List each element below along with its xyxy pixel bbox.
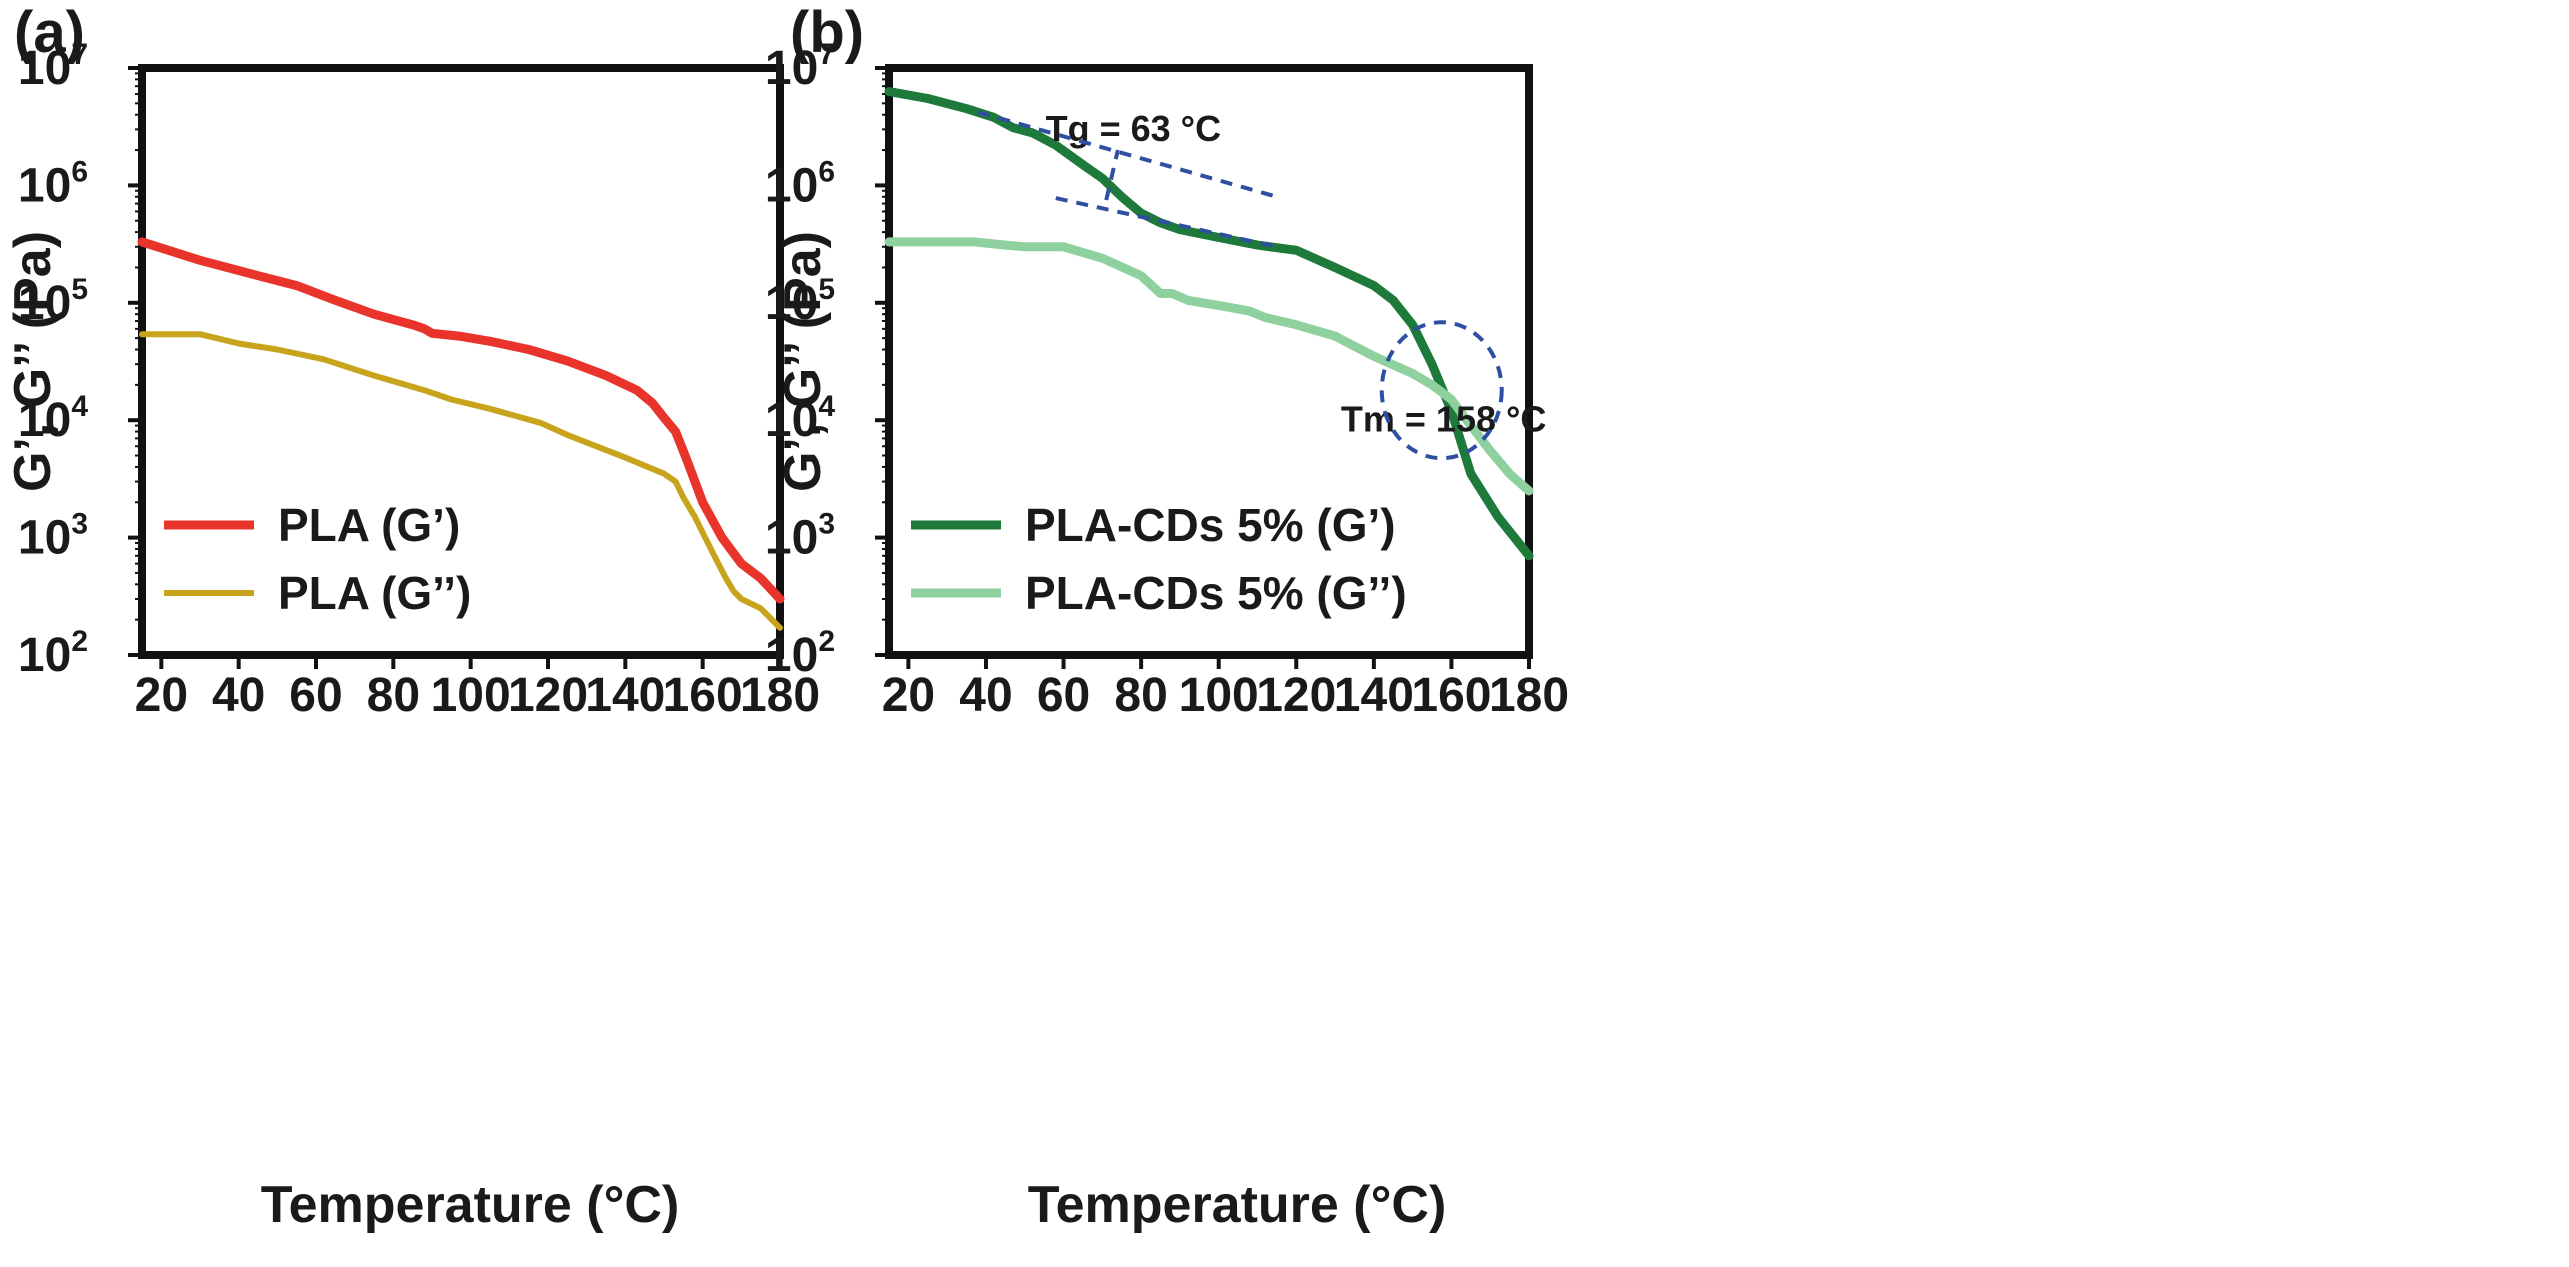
x-tick-label: 60	[1037, 669, 1090, 722]
series-line-2	[884, 237, 1534, 496]
y-tick-base: 10	[18, 512, 71, 565]
y-tick-label: 105	[765, 273, 835, 330]
y-tick-label: 103	[18, 508, 88, 565]
y-tick-base: 10	[18, 394, 71, 447]
y-tick-base: 10	[765, 159, 818, 212]
y-tick-exponent: 3	[818, 508, 835, 541]
annotation-label: Tm = 158 °C	[1341, 399, 1547, 440]
panel-label: (b)	[790, 0, 864, 65]
x-tick-label: 140	[1334, 669, 1414, 722]
y-tick-label: 105	[18, 273, 88, 330]
tangent-line	[977, 110, 1278, 199]
x-tick-label: 100	[1179, 669, 1259, 722]
y-tick-exponent: 6	[818, 155, 835, 188]
chart-panel-a: (a)20 40 60 80 10012014016018010210310410510…	[4, 0, 820, 1234]
y-tick-label: 102	[18, 625, 88, 682]
series-line-1	[137, 237, 785, 604]
x-tick-label: 60	[289, 669, 342, 722]
y-tick-base: 10	[18, 629, 71, 682]
y-tick-exponent: 5	[818, 273, 835, 306]
x-tick-label: 160	[663, 669, 743, 722]
y-tick-label: 106	[18, 155, 88, 212]
y-tick-exponent: 2	[818, 625, 835, 658]
y-tick-exponent: 3	[71, 508, 88, 541]
y-tick-exponent: 2	[71, 625, 88, 658]
tangent-line	[1104, 149, 1120, 201]
x-tick-label: 120	[1256, 669, 1336, 722]
crossover-circle	[1379, 320, 1504, 461]
legend-label: PLA (G’’)	[278, 567, 471, 619]
y-tick-exponent: 6	[71, 155, 88, 188]
x-tick-label: 20	[135, 669, 188, 722]
legend-label: PLA-CDs 5% (G’)	[1025, 499, 1396, 551]
chart-panel-b: (b)20 40 60 80 10012014016018010210310410510…	[765, 0, 1569, 1234]
x-tick-label: 40	[959, 669, 1012, 722]
y-tick-label: 104	[765, 390, 835, 447]
y-tick-base: 10	[765, 277, 818, 330]
series-line-1	[884, 87, 1534, 561]
y-tick-base: 10	[18, 159, 71, 212]
y-tick-exponent: 4	[71, 390, 88, 423]
x-tick-label: 140	[585, 669, 665, 722]
plot-frame	[885, 64, 1533, 659]
y-axis-title: G’, G’’ (Pa)	[4, 231, 62, 492]
y-tick-label: 107	[18, 38, 88, 95]
x-tick-label: 120	[508, 669, 588, 722]
panel-label: (a)	[14, 0, 85, 65]
y-tick-label: 102	[765, 625, 835, 682]
legend-label: PLA (G’)	[278, 499, 460, 551]
y-tick-base: 10	[18, 277, 71, 330]
x-tick-label: 160	[1411, 669, 1491, 722]
y-tick-label: 103	[765, 508, 835, 565]
x-tick-label: 80	[1114, 669, 1167, 722]
y-tick-exponent: 7	[71, 38, 88, 71]
y-tick-label: 107	[765, 38, 835, 95]
x-tick-label: 40	[212, 669, 265, 722]
y-tick-exponent: 7	[818, 38, 835, 71]
y-tick-exponent: 5	[71, 273, 88, 306]
y-tick-exponent: 4	[818, 390, 835, 423]
y-tick-base: 10	[765, 394, 818, 447]
plot-frame	[138, 64, 784, 659]
x-tick-label: 100	[431, 669, 511, 722]
y-tick-base: 10	[765, 629, 818, 682]
y-tick-label: 106	[765, 155, 835, 212]
y-tick-label: 104	[18, 390, 88, 447]
tangent-line	[1055, 196, 1278, 249]
y-tick-base: 10	[765, 42, 818, 95]
x-tick-label: 80	[367, 669, 420, 722]
y-tick-base: 10	[18, 42, 71, 95]
series-line-2	[139, 331, 783, 631]
x-tick-label: 180	[740, 669, 820, 722]
legend-label: PLA-CDs 5% (G’’)	[1025, 567, 1407, 619]
y-axis-title: G’, G’’ (Pa)	[774, 231, 832, 492]
annotation-label: Tg = 63 °C	[1046, 108, 1221, 149]
x-tick-label: 180	[1489, 669, 1569, 722]
x-axis-title: Temperature (°C)	[261, 1176, 680, 1234]
x-axis-title: Temperature (°C)	[1028, 1176, 1447, 1234]
x-tick-label: 20	[882, 669, 935, 722]
y-tick-base: 10	[765, 512, 818, 565]
